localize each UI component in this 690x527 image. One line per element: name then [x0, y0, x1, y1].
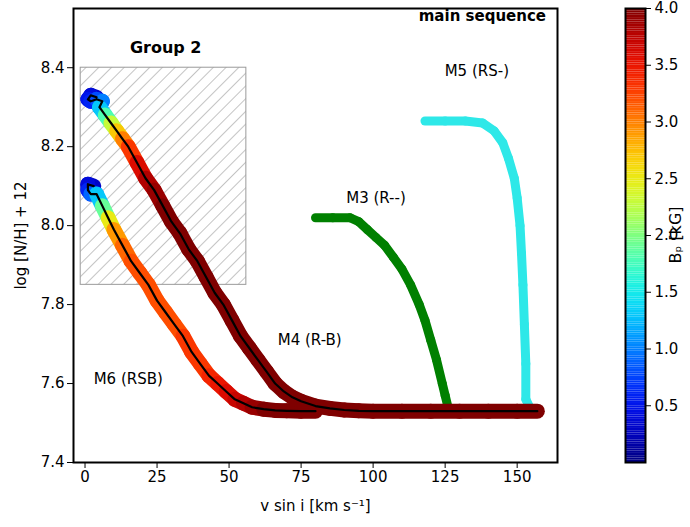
svg-text:log [N/H] + 12: log [N/H] + 12	[12, 181, 30, 289]
svg-text:2.5: 2.5	[655, 170, 679, 188]
svg-text:8.0: 8.0	[41, 216, 65, 234]
svg-text:7.4: 7.4	[41, 453, 65, 471]
svg-text:150: 150	[503, 468, 532, 486]
svg-text:1.0: 1.0	[655, 340, 679, 358]
svg-text:Bₚ [kG]: Bₚ [kG]	[666, 206, 685, 263]
svg-text:main sequence: main sequence	[419, 7, 546, 25]
svg-text:3.0: 3.0	[655, 113, 679, 131]
svg-text:M6 (RSB): M6 (RSB)	[94, 370, 163, 388]
svg-text:4.0: 4.0	[655, 0, 679, 17]
svg-text:100: 100	[359, 468, 388, 486]
svg-text:8.4: 8.4	[41, 59, 65, 77]
svg-text:75: 75	[292, 468, 311, 486]
svg-text:8.2: 8.2	[41, 137, 65, 155]
svg-text:0.5: 0.5	[655, 397, 679, 415]
svg-text:M4 (R-B): M4 (R-B)	[278, 331, 342, 349]
svg-text:0: 0	[80, 468, 90, 486]
svg-text:25: 25	[148, 468, 167, 486]
svg-text:3.5: 3.5	[655, 56, 679, 74]
svg-text:1.5: 1.5	[655, 283, 679, 301]
svg-text:M3 (R--): M3 (R--)	[346, 189, 406, 207]
svg-text:125: 125	[431, 468, 460, 486]
svg-text:50: 50	[220, 468, 239, 486]
svg-text:Group 2: Group 2	[130, 38, 202, 57]
svg-text:7.8: 7.8	[41, 295, 65, 313]
svg-text:M5 (RS-): M5 (RS-)	[445, 62, 509, 80]
svg-text:v sin i [km s⁻¹]: v sin i [km s⁻¹]	[260, 497, 370, 515]
svg-text:7.6: 7.6	[41, 374, 65, 392]
